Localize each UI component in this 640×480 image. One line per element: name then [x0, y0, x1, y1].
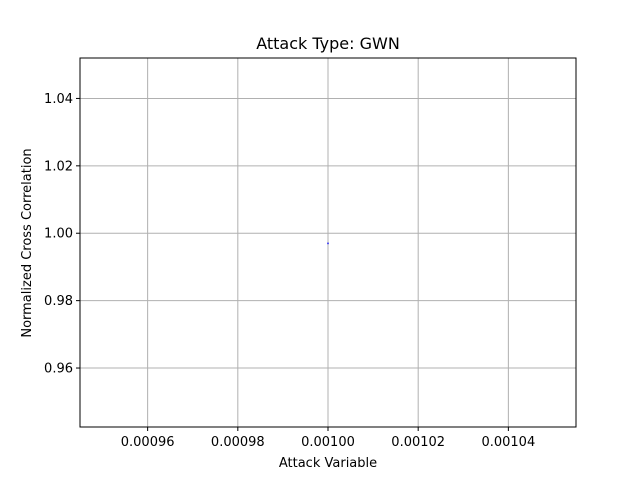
data-points	[327, 242, 329, 245]
x-tick-label: 0.00100	[301, 435, 355, 450]
data-point	[327, 242, 329, 245]
x-axis-ticks: 0.00096 0.00098 0.00100 0.00102 0.00104	[121, 427, 535, 450]
y-tick-label: 1.04	[44, 92, 73, 107]
grid	[80, 58, 576, 427]
x-tick-label: 0.00102	[391, 435, 445, 450]
x-tick-label: 0.00096	[121, 435, 175, 450]
x-axis-label: Attack Variable	[279, 456, 377, 471]
chart-title: Attack Type: GWN	[256, 34, 400, 53]
y-tick-label: 1.00	[44, 227, 73, 242]
y-tick-label: 0.98	[44, 294, 73, 309]
x-tick-label: 0.00098	[211, 435, 265, 450]
x-tick-label: 0.00104	[481, 435, 535, 450]
y-axis-ticks: 0.96 0.98 1.00 1.02 1.04	[44, 92, 80, 377]
y-tick-label: 1.02	[44, 159, 73, 174]
y-axis-label: Normalized Cross Correlation	[20, 148, 35, 337]
y-tick-label: 0.96	[44, 362, 73, 377]
